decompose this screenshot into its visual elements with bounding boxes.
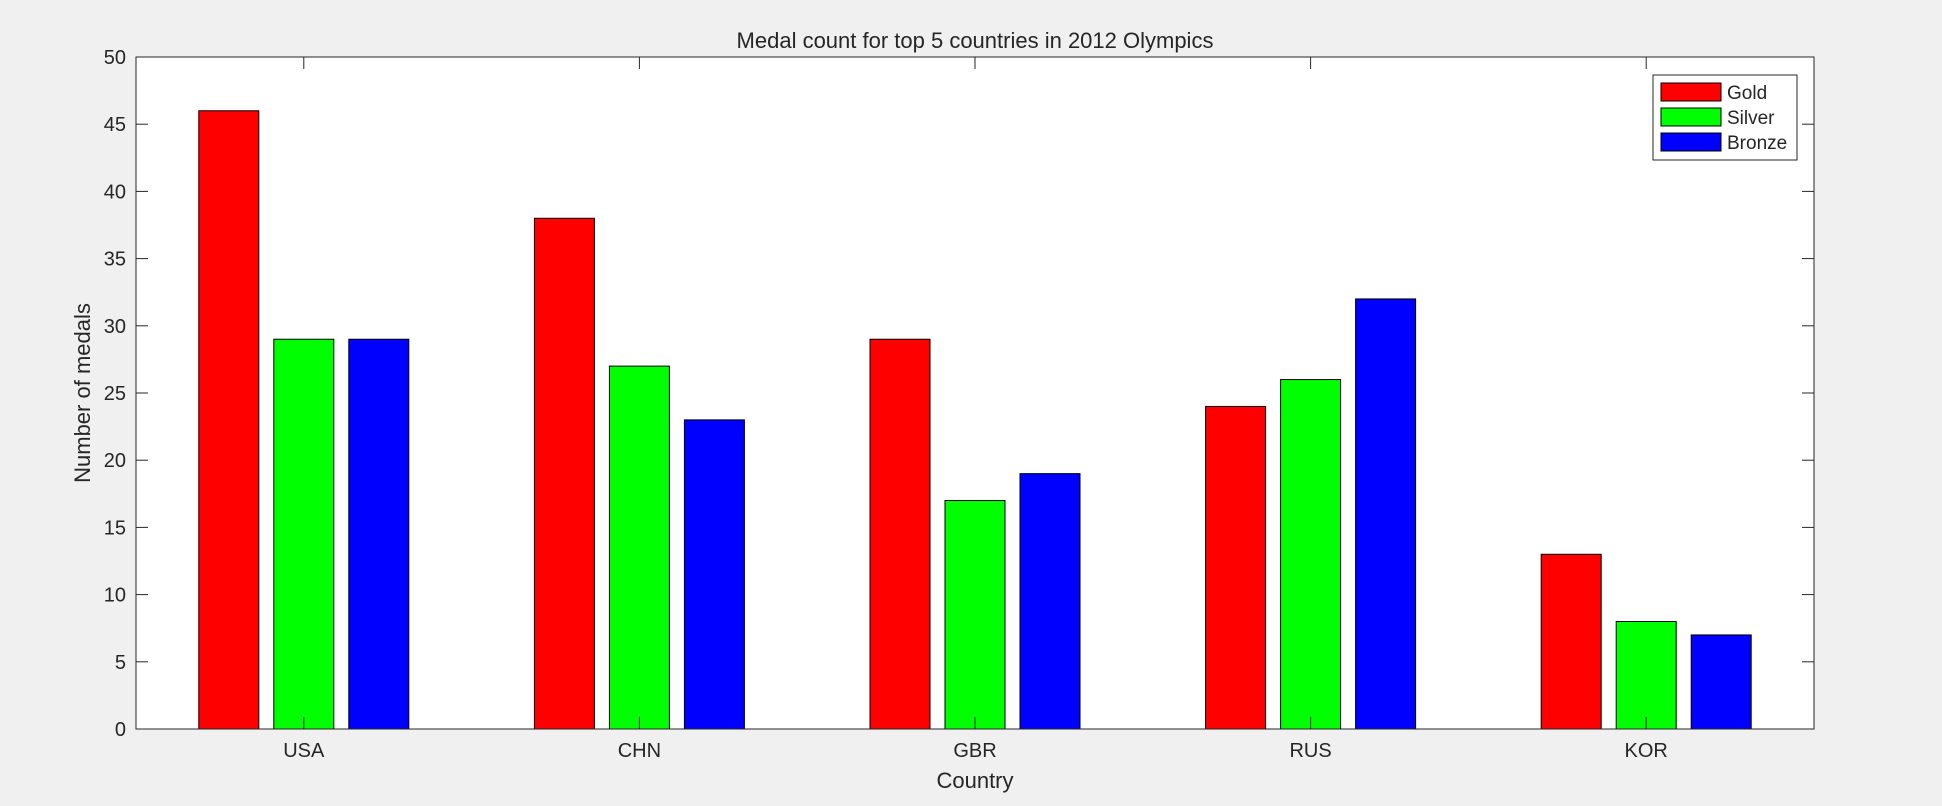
y-tick-label: 5 [115,652,126,674]
bar-bronze-kor [1690,634,1752,730]
y-tick-label: 15 [104,517,126,539]
bar-bronze-usa [348,338,410,730]
x-tick-label: CHN [618,740,661,762]
bar-gold-chn [533,217,595,730]
y-tick-label: 40 [104,181,126,203]
legend-label-bronze: Bronze [1727,133,1787,154]
bars-layer [198,110,1752,730]
x-tick-label: KOR [1625,740,1668,762]
x-axis-label: Country [936,768,1013,793]
y-tick-label: 25 [104,383,126,405]
y-tick-label: 35 [104,249,126,271]
bar-silver-kor [1615,620,1677,730]
bar-bronze-chn [683,419,745,730]
legend-swatch-gold [1660,82,1722,102]
y-tick-label: 10 [104,585,126,607]
legend-swatch-bronze [1660,132,1722,152]
bar-silver-chn [608,365,670,730]
bar-silver-usa [273,338,335,730]
x-tick-label: GBR [953,740,996,762]
y-axis-label: Number of medals [70,303,95,483]
bar-silver-rus [1280,379,1342,730]
bar-gold-rus [1205,405,1267,730]
y-tick-label: 30 [104,316,126,338]
bar-bronze-gbr [1019,473,1081,730]
x-tick-label: USA [283,740,325,762]
y-tick-label: 50 [104,47,126,69]
y-tick-label: 20 [104,450,126,472]
bar-silver-gbr [944,500,1006,730]
bar-gold-gbr [869,338,931,730]
x-tick-label: RUS [1289,740,1331,762]
bar-gold-usa [198,110,260,730]
bar-bronze-rus [1355,298,1417,730]
tick-labels: 0 5 10 15 20 25 30 35 40 45 50 USA CHN GBR RUS KOR [104,47,1668,762]
y-tick-label: 0 [115,719,126,741]
chart-title: Medal count for top 5 countries in 2012 … [737,28,1214,53]
legend-label-gold: Gold [1727,83,1767,104]
legend-swatch-silver [1660,107,1722,127]
legend-label-silver: Silver [1727,108,1775,129]
y-tick-label: 45 [104,114,126,136]
legend: Gold Silver Bronze [1652,74,1798,161]
bar-gold-kor [1540,553,1602,730]
axes-box [135,56,1815,730]
